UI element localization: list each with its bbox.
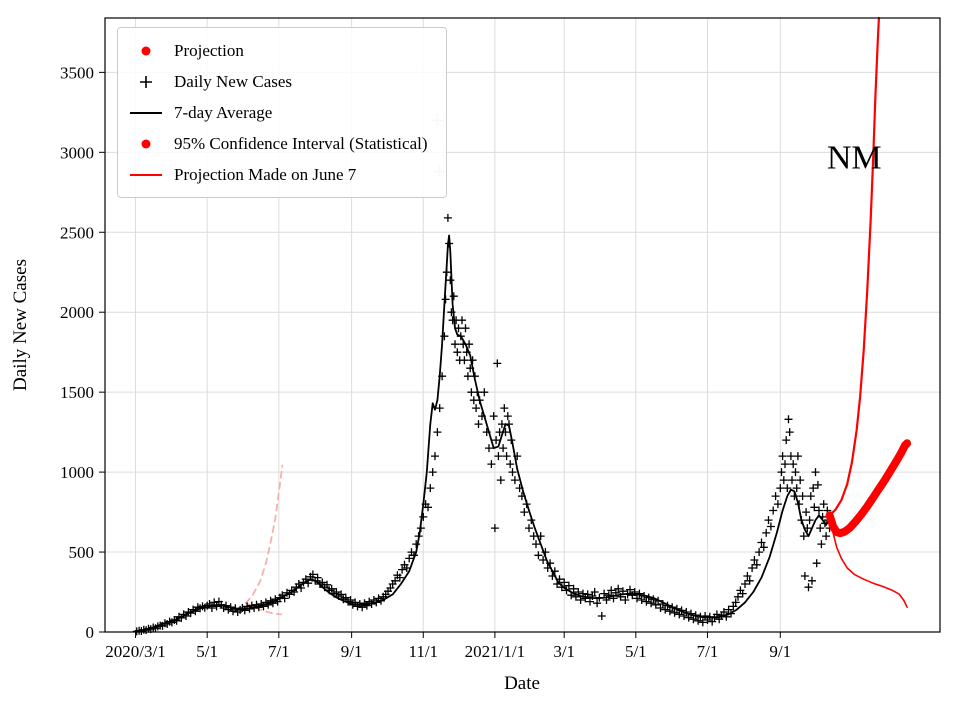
legend-line-icon <box>128 105 164 121</box>
y-tick-label: 2500 <box>60 223 94 242</box>
legend-plus-icon <box>128 74 164 90</box>
legend-item: Projection Made on June 7 <box>128 160 428 189</box>
x-tick-label: 2021/1/1 <box>465 642 525 661</box>
legend-line-icon <box>128 167 164 183</box>
x-tick-label: 9/1 <box>769 642 791 661</box>
y-tick-label: 1000 <box>60 463 94 482</box>
legend-item-label: 7-day Average <box>174 102 273 122</box>
x-tick-label: 5/1 <box>625 642 647 661</box>
x-tick-label: 7/1 <box>697 642 719 661</box>
legend-item-label: Projection Made on June 7 <box>174 164 357 184</box>
y-tick-label: 1500 <box>60 383 94 402</box>
legend-item: 7-day Average <box>128 98 428 127</box>
y-tick-label: 3000 <box>60 143 94 162</box>
y-tick-label: 500 <box>69 543 95 562</box>
series-95-ci-lower <box>828 514 908 609</box>
legend: Projection Daily New Cases 7-day Average 95… <box>117 27 447 198</box>
x-tick-label: 11/1 <box>408 642 438 661</box>
x-axis-label: Date <box>504 673 540 694</box>
y-tick-label: 3500 <box>60 63 94 82</box>
state-annotation: NM <box>827 139 882 176</box>
x-tick-label: 3/1 <box>553 642 575 661</box>
y-axis-label: Daily New Cases <box>10 259 31 391</box>
y-tick-label: 2000 <box>60 303 94 322</box>
series-7-day-average <box>134 234 831 633</box>
legend-item: 95% Confidence Interval (Statistical) <box>128 129 428 158</box>
x-tick-label: 2020/3/1 <box>105 642 165 661</box>
legend-item-label: Daily New Cases <box>174 71 293 91</box>
series-june-projection-upper-old-dashed <box>244 464 284 605</box>
legend-item-label: 95% Confidence Interval (Statistical) <box>174 133 428 153</box>
legend-item: Projection <box>128 36 428 65</box>
series-daily-new-cases <box>132 213 834 636</box>
y-tick-label: 0 <box>86 623 95 642</box>
series-projection <box>825 439 912 538</box>
x-tick-label: 9/1 <box>341 642 363 661</box>
legend-dot-icon <box>128 43 164 59</box>
series-projection-made-on-june-7 <box>828 16 881 517</box>
legend-dot-icon <box>128 136 164 152</box>
x-tick-label: 5/1 <box>196 642 218 661</box>
plot-frame <box>104 17 941 633</box>
legend-item-label: Projection <box>174 40 244 60</box>
legend-item: Daily New Cases <box>128 67 428 96</box>
x-tick-label: 7/1 <box>268 642 290 661</box>
